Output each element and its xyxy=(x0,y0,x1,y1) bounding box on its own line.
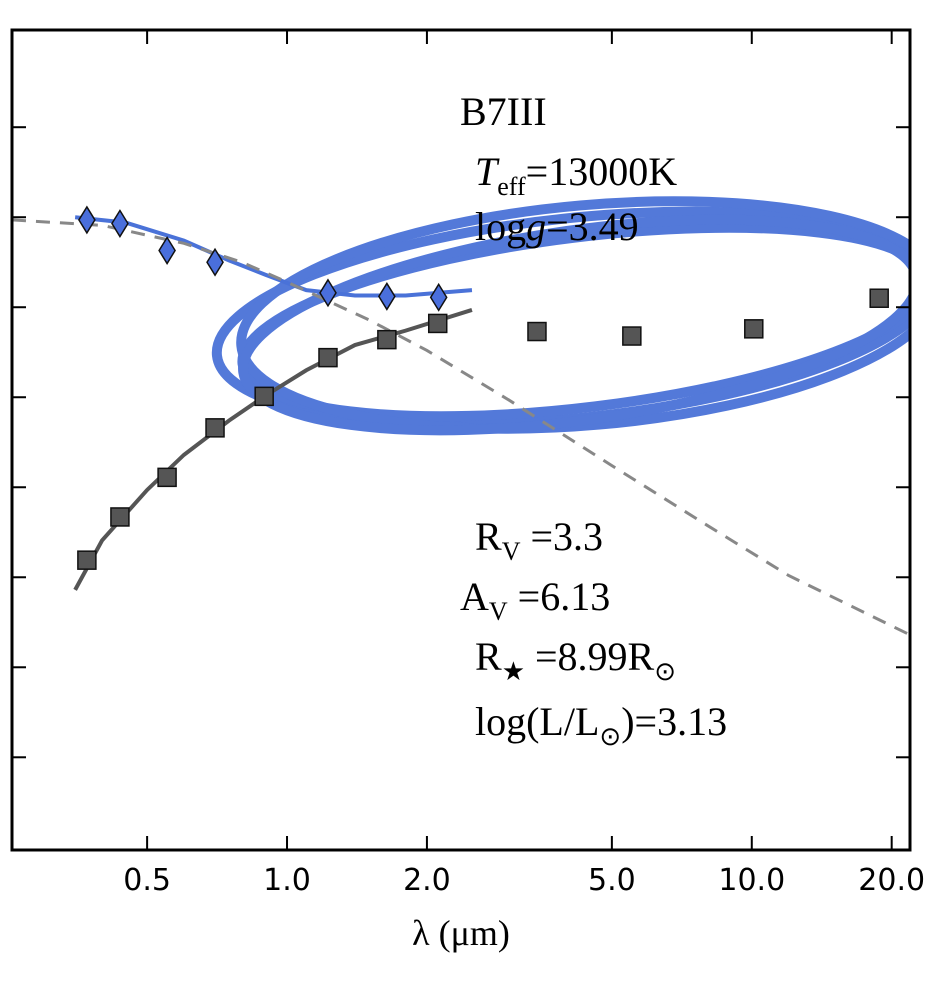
square-marker xyxy=(427,313,448,334)
axes-frame xyxy=(10,28,912,852)
annotation-part: V xyxy=(489,597,508,626)
x-axis-label: λ (μm) xyxy=(412,913,510,953)
x-tick-label: 5.0 xyxy=(588,863,636,898)
square-marker xyxy=(254,386,274,407)
annotation: Teff=13000K xyxy=(475,149,677,201)
annotation-part: g xyxy=(526,204,546,249)
annotation-part: A xyxy=(460,574,489,619)
annotation-part: B7III xyxy=(460,89,547,134)
annotation-part: log xyxy=(475,204,526,249)
diamond-marker xyxy=(377,282,396,311)
x-tick-label: 0.5 xyxy=(123,863,171,898)
square-marker xyxy=(869,288,889,308)
x-tick-label: 20.0 xyxy=(858,863,925,898)
square-marker xyxy=(77,550,97,570)
annotation-part: =8.99R xyxy=(525,634,655,679)
annotation-part: )=3.13 xyxy=(621,699,727,744)
annotation: RV =3.3 xyxy=(475,514,603,566)
annotation-part: ★ xyxy=(502,657,525,686)
annotation-part: =6.13 xyxy=(508,574,611,619)
annotation: R★ =8.99R⊙ xyxy=(475,634,676,686)
spectrum-artifact xyxy=(211,196,910,436)
annotation-part: log(L/L xyxy=(475,699,599,744)
square-marker xyxy=(622,326,642,346)
diamond-marker xyxy=(111,209,129,238)
annotation-part: =13000K xyxy=(526,149,678,194)
square-marker xyxy=(157,467,177,488)
square-marker xyxy=(377,329,397,350)
square-marker xyxy=(318,347,338,368)
diamond-marker xyxy=(319,278,337,308)
square-marker xyxy=(110,507,130,527)
x-tick-label: 2.0 xyxy=(403,863,451,898)
diamond-marker xyxy=(78,205,96,235)
annotation: B7III xyxy=(460,89,547,134)
annotation-part: =3.3 xyxy=(520,514,603,559)
annotation-part: ⊙ xyxy=(654,657,676,686)
annotation: log(L/L⊙)=3.13 xyxy=(475,699,727,751)
square-marker xyxy=(527,321,547,342)
annotation-part: V xyxy=(502,537,521,566)
diamond-marker xyxy=(206,247,224,277)
annotation: logg=3.49 xyxy=(475,204,639,249)
annotation-part: eff xyxy=(497,172,526,201)
annotation-part: ⊙ xyxy=(599,722,621,751)
annotation-part: T xyxy=(475,149,500,194)
annotation-part: =3.49 xyxy=(546,204,639,249)
spectrum-line xyxy=(73,308,473,591)
annotation-part: R xyxy=(475,514,502,559)
annotation: AV =6.13 xyxy=(460,574,610,626)
diamond-marker xyxy=(429,282,448,312)
annotation-part: R xyxy=(475,634,502,679)
square-marker xyxy=(205,418,225,438)
square-marker xyxy=(744,319,764,339)
x-tick-label: 1.0 xyxy=(263,863,311,898)
x-tick-label: 10.0 xyxy=(718,863,785,898)
diamond-marker xyxy=(158,236,176,265)
